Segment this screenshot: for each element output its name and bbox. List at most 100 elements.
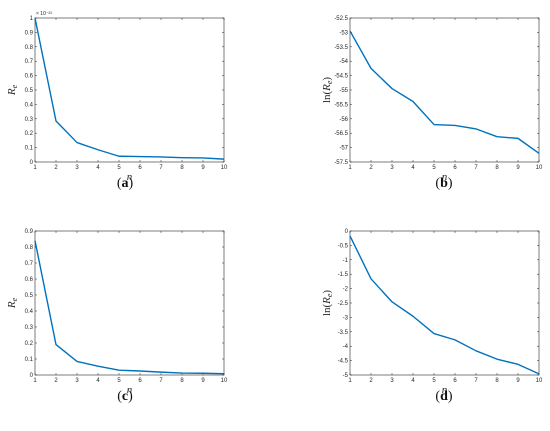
x-tick-label: 2 [369,165,373,171]
x-tick-label: 9 [201,165,205,171]
y-tick-label: 0.5 [25,88,34,94]
y-tick-label: 0.4 [25,102,34,108]
y-exponent-label: × 10⁻²³ [36,11,52,17]
x-axis-label: n [127,171,133,183]
x-tick-label: 4 [411,165,415,171]
x-tick-label: 2 [54,165,58,171]
x-tick-label: 7 [474,378,478,384]
y-tick-label: -55 [339,88,348,94]
y-tick-label: 1 [30,16,34,22]
series-line [349,30,540,154]
x-axis-label: n [442,384,448,396]
y-tick-label: -2 [343,287,349,293]
x-tick-label: 3 [75,378,79,384]
panel-caption: (d) [435,389,452,404]
series-line [34,17,225,160]
chart-panel-c: 1 2 3 4 5 6 7 8 9 10 0 0.1 0.2 0.3 0.4 0.5 0.6 0.7 0.8 0.9 n… [6,229,228,404]
x-tick-label: 10 [536,378,543,384]
y-tick-label: 0 [30,160,34,166]
x-tick-label: 1 [348,165,352,171]
x-tick-label: 4 [96,378,100,384]
y-tick-label: 0.2 [25,131,34,137]
x-tick-label: 4 [96,165,100,171]
plot-frame [34,230,225,376]
y-tick-label: 0.6 [25,277,34,283]
x-tick-label: 8 [180,378,184,384]
y-tick-label: 0.3 [25,325,34,331]
panel-caption: (b) [435,176,452,191]
x-tick-label: 6 [138,165,142,171]
y-axis-label: Re [6,84,19,96]
y-tick-label: -56 [339,117,348,123]
panel-caption: (a) [117,176,134,191]
x-tick-label: 3 [390,378,394,384]
x-tick-label: 1 [33,378,37,384]
series-line [349,235,540,375]
x-tick-label: 5 [432,165,436,171]
y-tick-label: -52.5 [334,16,348,22]
x-tick-label: 9 [201,378,205,384]
x-tick-label: 7 [159,165,163,171]
y-tick-label: -54 [339,59,348,65]
y-tick-label: -1.5 [338,272,349,278]
x-tick-label: 8 [495,378,499,384]
y-tick-label: 0.4 [25,309,34,315]
x-tick-label: 10 [221,165,228,171]
x-tick-label: 6 [453,165,457,171]
x-tick-label: 10 [536,165,543,171]
y-tick-label: 0.1 [25,357,34,363]
y-tick-label: 0.8 [25,45,34,51]
x-tick-label: 8 [180,165,184,171]
y-tick-label: -2.5 [338,301,349,307]
y-axis-label: Re [6,297,19,309]
x-tick-label: 5 [117,165,121,171]
y-axis-label: ln(Re) [321,290,334,317]
y-tick-label: 0.7 [25,59,34,65]
x-tick-label: 10 [221,378,228,384]
x-tick-label: 5 [117,378,121,384]
y-tick-label: 0 [30,373,34,379]
chart-panel-a: 1 2 3 4 5 6 7 8 9 10 0 0.1 0.2 0.3 0.4 0.5 0.6 0.7 0.8 0.9 1… [6,11,228,191]
y-tick-label: 0.6 [25,74,34,80]
y-axis-label: ln(Re) [321,77,334,104]
y-tick-label: -3.5 [338,330,349,336]
x-tick-label: 1 [33,165,37,171]
x-tick-label: 3 [75,165,79,171]
y-tick-label: -1 [343,258,349,264]
chart-panel-d: 1 2 3 4 5 6 7 8 9 10 0 -0.5 -1 -1.5 -2 -2.5 -3 -3.5 -4 -4.5… [321,229,543,404]
plot-frame [349,230,540,376]
y-tick-label: -55.5 [334,102,348,108]
x-tick-label: 9 [516,165,520,171]
y-tick-label: -4.5 [338,359,349,365]
y-tick-label: -57.5 [334,160,348,166]
y-tick-label: 0.3 [25,117,34,123]
y-tick-label: -3 [343,315,349,321]
series-line [34,240,225,375]
y-tick-label: 0.9 [25,229,34,235]
x-axis-label: n [442,171,448,183]
x-tick-label: 1 [348,378,352,384]
y-tick-label: -5 [343,373,349,379]
x-tick-label: 5 [432,378,436,384]
plot-frame [349,17,540,163]
x-axis-label: n [127,384,133,396]
y-tick-label: 0.9 [25,30,34,36]
y-tick-label: 0.7 [25,261,34,267]
y-tick-label: 0.1 [25,146,34,152]
x-tick-label: 4 [411,378,415,384]
x-tick-label: 7 [474,165,478,171]
plot-frame [34,17,225,163]
y-tick-label: 0 [345,229,349,235]
x-tick-label: 3 [390,165,394,171]
y-tick-label: -0.5 [338,243,349,249]
panel-caption: (c) [117,389,133,404]
y-tick-label: -56.5 [334,131,348,137]
x-tick-label: 9 [516,378,520,384]
y-tick-label: 0.5 [25,293,34,299]
x-tick-label: 2 [369,378,373,384]
x-tick-label: 7 [159,378,163,384]
x-tick-label: 2 [54,378,58,384]
y-tick-label: 0.8 [25,245,34,251]
x-tick-label: 8 [495,165,499,171]
